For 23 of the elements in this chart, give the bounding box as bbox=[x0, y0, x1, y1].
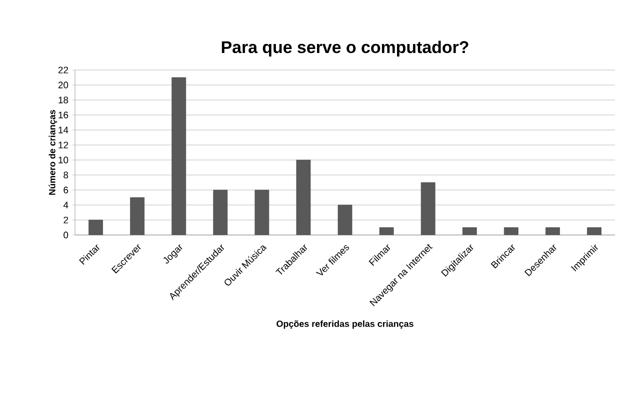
y-axis-title: Número de crianças bbox=[48, 110, 58, 195]
y-tick-label: 16 bbox=[58, 112, 68, 118]
y-tick-label: 22 bbox=[58, 66, 68, 74]
x-axis-title: Opções referidas pelas crianças bbox=[276, 320, 414, 329]
y-tick-label: 18 bbox=[58, 96, 68, 104]
bar bbox=[420, 182, 436, 235]
bar bbox=[213, 190, 228, 235]
y-tick-label: 10 bbox=[58, 156, 68, 164]
bar bbox=[88, 220, 103, 235]
y-tick-label: 12 bbox=[58, 142, 68, 148]
y-tick-label: 0 bbox=[64, 232, 68, 238]
bar bbox=[130, 197, 145, 235]
bar bbox=[172, 77, 186, 235]
y-tick-label: 8 bbox=[64, 172, 68, 178]
y-tick-label: 20 bbox=[58, 82, 68, 88]
chart-title: Para que serve o computador? bbox=[222, 40, 468, 56]
y-tick-label: 2 bbox=[64, 216, 68, 224]
y-tick-label: 14 bbox=[58, 126, 68, 134]
bar bbox=[296, 160, 311, 235]
y-tick-label: 6 bbox=[64, 186, 68, 194]
bar bbox=[338, 204, 352, 235]
y-tick-label: 4 bbox=[63, 202, 68, 208]
bar bbox=[254, 190, 270, 235]
